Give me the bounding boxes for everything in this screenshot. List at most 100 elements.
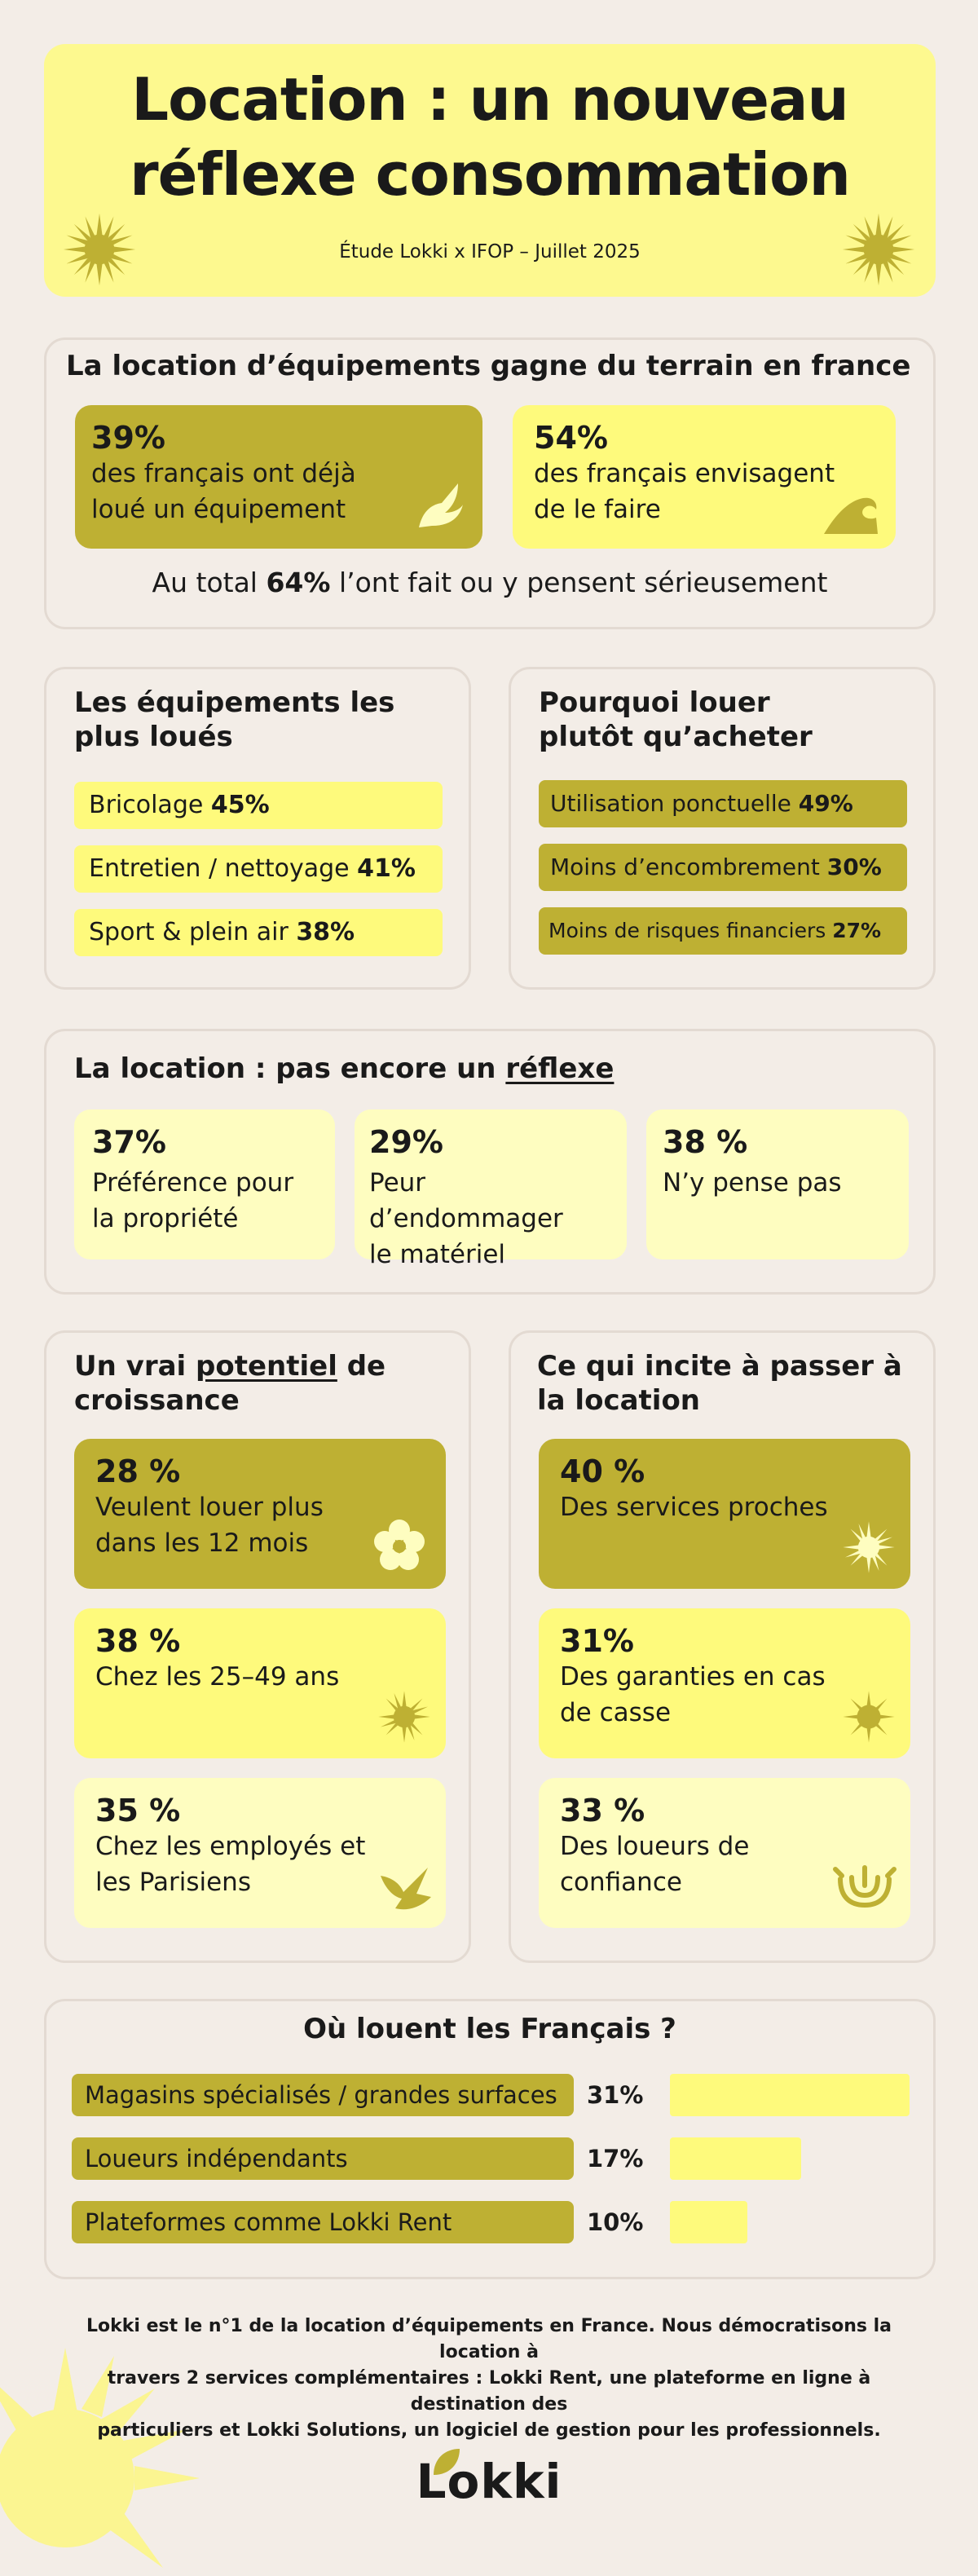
item-label: Moins d’encombrement — [550, 854, 827, 880]
total-prefix: Au total — [152, 567, 267, 598]
list-item: Entretien / nettoyage 41% — [74, 845, 443, 893]
bar — [670, 2074, 910, 2116]
sun-icon — [63, 213, 136, 286]
title-line: la location — [537, 1384, 701, 1417]
stat-percent: 37% — [92, 1124, 166, 1160]
bar — [670, 2137, 801, 2180]
sun-icon — [843, 1691, 895, 1743]
stat-percent: 28 % — [95, 1453, 181, 1489]
footer-line: Lokki est le n°1 de la location d’équipe… — [86, 2316, 892, 2362]
stat-card: 40 % Des services proches — [539, 1439, 910, 1589]
title-line: plus loués — [74, 721, 233, 753]
stat-card: 35 % Chez les employés et les Parisiens — [74, 1778, 446, 1928]
bar-category-label: Plateformes comme Lokki Rent — [72, 2201, 574, 2243]
stat-line: les Parisiens — [95, 1868, 251, 1897]
stat-line: loué un équipement — [91, 495, 346, 524]
title-line: Les équipements les — [74, 686, 395, 719]
item-label: Utilisation ponctuelle — [550, 790, 799, 817]
lokki-logo: Lokki — [0, 2449, 978, 2509]
stat-card: 38 % Chez les 25–49 ans — [74, 1608, 446, 1758]
footer-line: travers 2 services complémentaires : Lok… — [107, 2368, 871, 2415]
item-percent: 41% — [357, 854, 416, 883]
list-item: Bricolage 45% — [74, 782, 443, 829]
stat-card-considering: 54% des français envisagent de le faire — [513, 405, 896, 549]
stat-line: Chez les employés et — [95, 1832, 366, 1861]
stat-percent: 38 % — [95, 1623, 181, 1659]
item-percent: 45% — [210, 791, 270, 819]
stat-line: Veulent louer plus — [95, 1493, 324, 1522]
item-percent: 30% — [826, 854, 882, 880]
bird-icon — [419, 483, 463, 527]
section-title: Les équipements les plus loués — [74, 686, 394, 754]
stat-percent: 29% — [369, 1124, 443, 1160]
stat-line: Des garanties en cas — [560, 1662, 826, 1692]
stat-percent: 40 % — [560, 1453, 645, 1489]
stat-line: Des services proches — [560, 1493, 828, 1522]
title-line: Pourquoi louer — [539, 686, 770, 719]
section-title: Ce qui incite à passer à la location — [537, 1349, 902, 1418]
section-most-rented: Les équipements les plus loués Bricolage… — [44, 667, 471, 990]
stat-card: 28 % Veulent louer plus dans les 12 mois — [74, 1439, 446, 1589]
total-summary: Au total 64% l’ont fait ou y pensent sér… — [46, 567, 933, 598]
title-underlined: potentiel — [196, 1350, 337, 1383]
section-incentives: Ce qui incite à passer à la location 40 … — [509, 1330, 936, 1963]
list-item: Sport & plein air 38% — [74, 909, 443, 956]
title-prefix: Un vrai — [74, 1350, 196, 1383]
total-suffix: l’ont fait ou y pensent sérieusement — [330, 567, 828, 598]
stat-percent: 33 % — [560, 1793, 645, 1828]
section-title: La location : pas encore un réflexe — [74, 1052, 614, 1085]
bar-value-label: 10% — [587, 2208, 644, 2236]
sun-icon — [378, 1691, 430, 1743]
footer-line: particuliers et Lokki Solutions, un logi… — [97, 2420, 881, 2441]
sun-icon — [842, 213, 915, 286]
stat-card: 29% Peur d’endommager le matériel — [355, 1109, 627, 1269]
stat-line: N’y pense pas — [663, 1168, 842, 1198]
item-label: Moins de risques financiers — [548, 919, 833, 942]
stat-card: 31% Des garanties en cas de casse — [539, 1608, 910, 1758]
stat-line: le matériel — [369, 1240, 506, 1269]
bar-category-label: Magasins spécialisés / grandes surfaces — [72, 2074, 574, 2116]
stat-line: la propriété — [92, 1204, 239, 1233]
section-growth-potential: Un vrai potentiel de croissance 28 % Veu… — [44, 1330, 471, 1963]
section-title: Pourquoi louer plutôt qu’acheter — [539, 686, 813, 754]
title-line: Ce qui incite à passer à — [537, 1350, 902, 1383]
stat-percent: 35 % — [95, 1793, 181, 1828]
page-title: Location : un nouveau réflexe consommati… — [44, 62, 936, 212]
wave-icon — [824, 497, 878, 534]
section-title: Un vrai potentiel de croissance — [74, 1349, 385, 1418]
stat-line: des français ont déjà — [91, 459, 356, 488]
sunrise-icon — [833, 1865, 896, 1908]
list-item: Moins d’encombrement 30% — [539, 844, 907, 891]
item-percent: 27% — [832, 919, 882, 942]
bar — [670, 2201, 747, 2243]
stat-card: 37% Préférence pour la propriété — [74, 1109, 335, 1259]
title-prefix: La location : pas encore un — [74, 1052, 506, 1085]
section-not-yet-reflex: La location : pas encore un réflexe 37% … — [44, 1029, 936, 1295]
stat-line: Des loueurs de — [560, 1832, 750, 1861]
list-item: Utilisation ponctuelle 49% — [539, 780, 907, 827]
stat-card-already-rented: 39% des français ont déjà loué un équipe… — [75, 405, 482, 549]
item-label: Sport & plein air — [89, 918, 297, 946]
stat-percent: 39% — [91, 420, 165, 456]
total-percent: 64% — [266, 567, 331, 598]
stat-line: des français envisagent — [534, 459, 835, 488]
item-percent: 38% — [296, 918, 355, 946]
item-percent: 49% — [798, 790, 853, 817]
stat-line: dans les 12 mois — [95, 1528, 309, 1558]
footer-description: Lokki est le n°1 de la location d’équipe… — [57, 2314, 921, 2444]
title-line: plutôt qu’acheter — [539, 721, 813, 753]
stat-percent: 38 % — [663, 1124, 748, 1160]
bar-category-label: Loueurs indépendants — [72, 2137, 574, 2180]
leaf-icon — [434, 2449, 460, 2475]
stat-line: Préférence pour — [92, 1168, 294, 1198]
bird-icon — [381, 1868, 431, 1910]
item-label: Entretien / nettoyage — [89, 854, 358, 883]
subtitle: Étude Lokki x IFOP – Juillet 2025 — [339, 241, 641, 262]
list-item: Moins de risques financiers 27% — [539, 907, 907, 955]
title-line-1: Location : un nouveau — [131, 65, 849, 134]
bar-value-label: 31% — [587, 2081, 644, 2109]
section-rental-growth: La location d’équipements gagne du terra… — [44, 337, 936, 629]
item-label: Bricolage — [89, 791, 211, 819]
section-title: Où louent les Français ? — [303, 2013, 676, 2045]
stat-line: Chez les 25–49 ans — [95, 1662, 340, 1692]
